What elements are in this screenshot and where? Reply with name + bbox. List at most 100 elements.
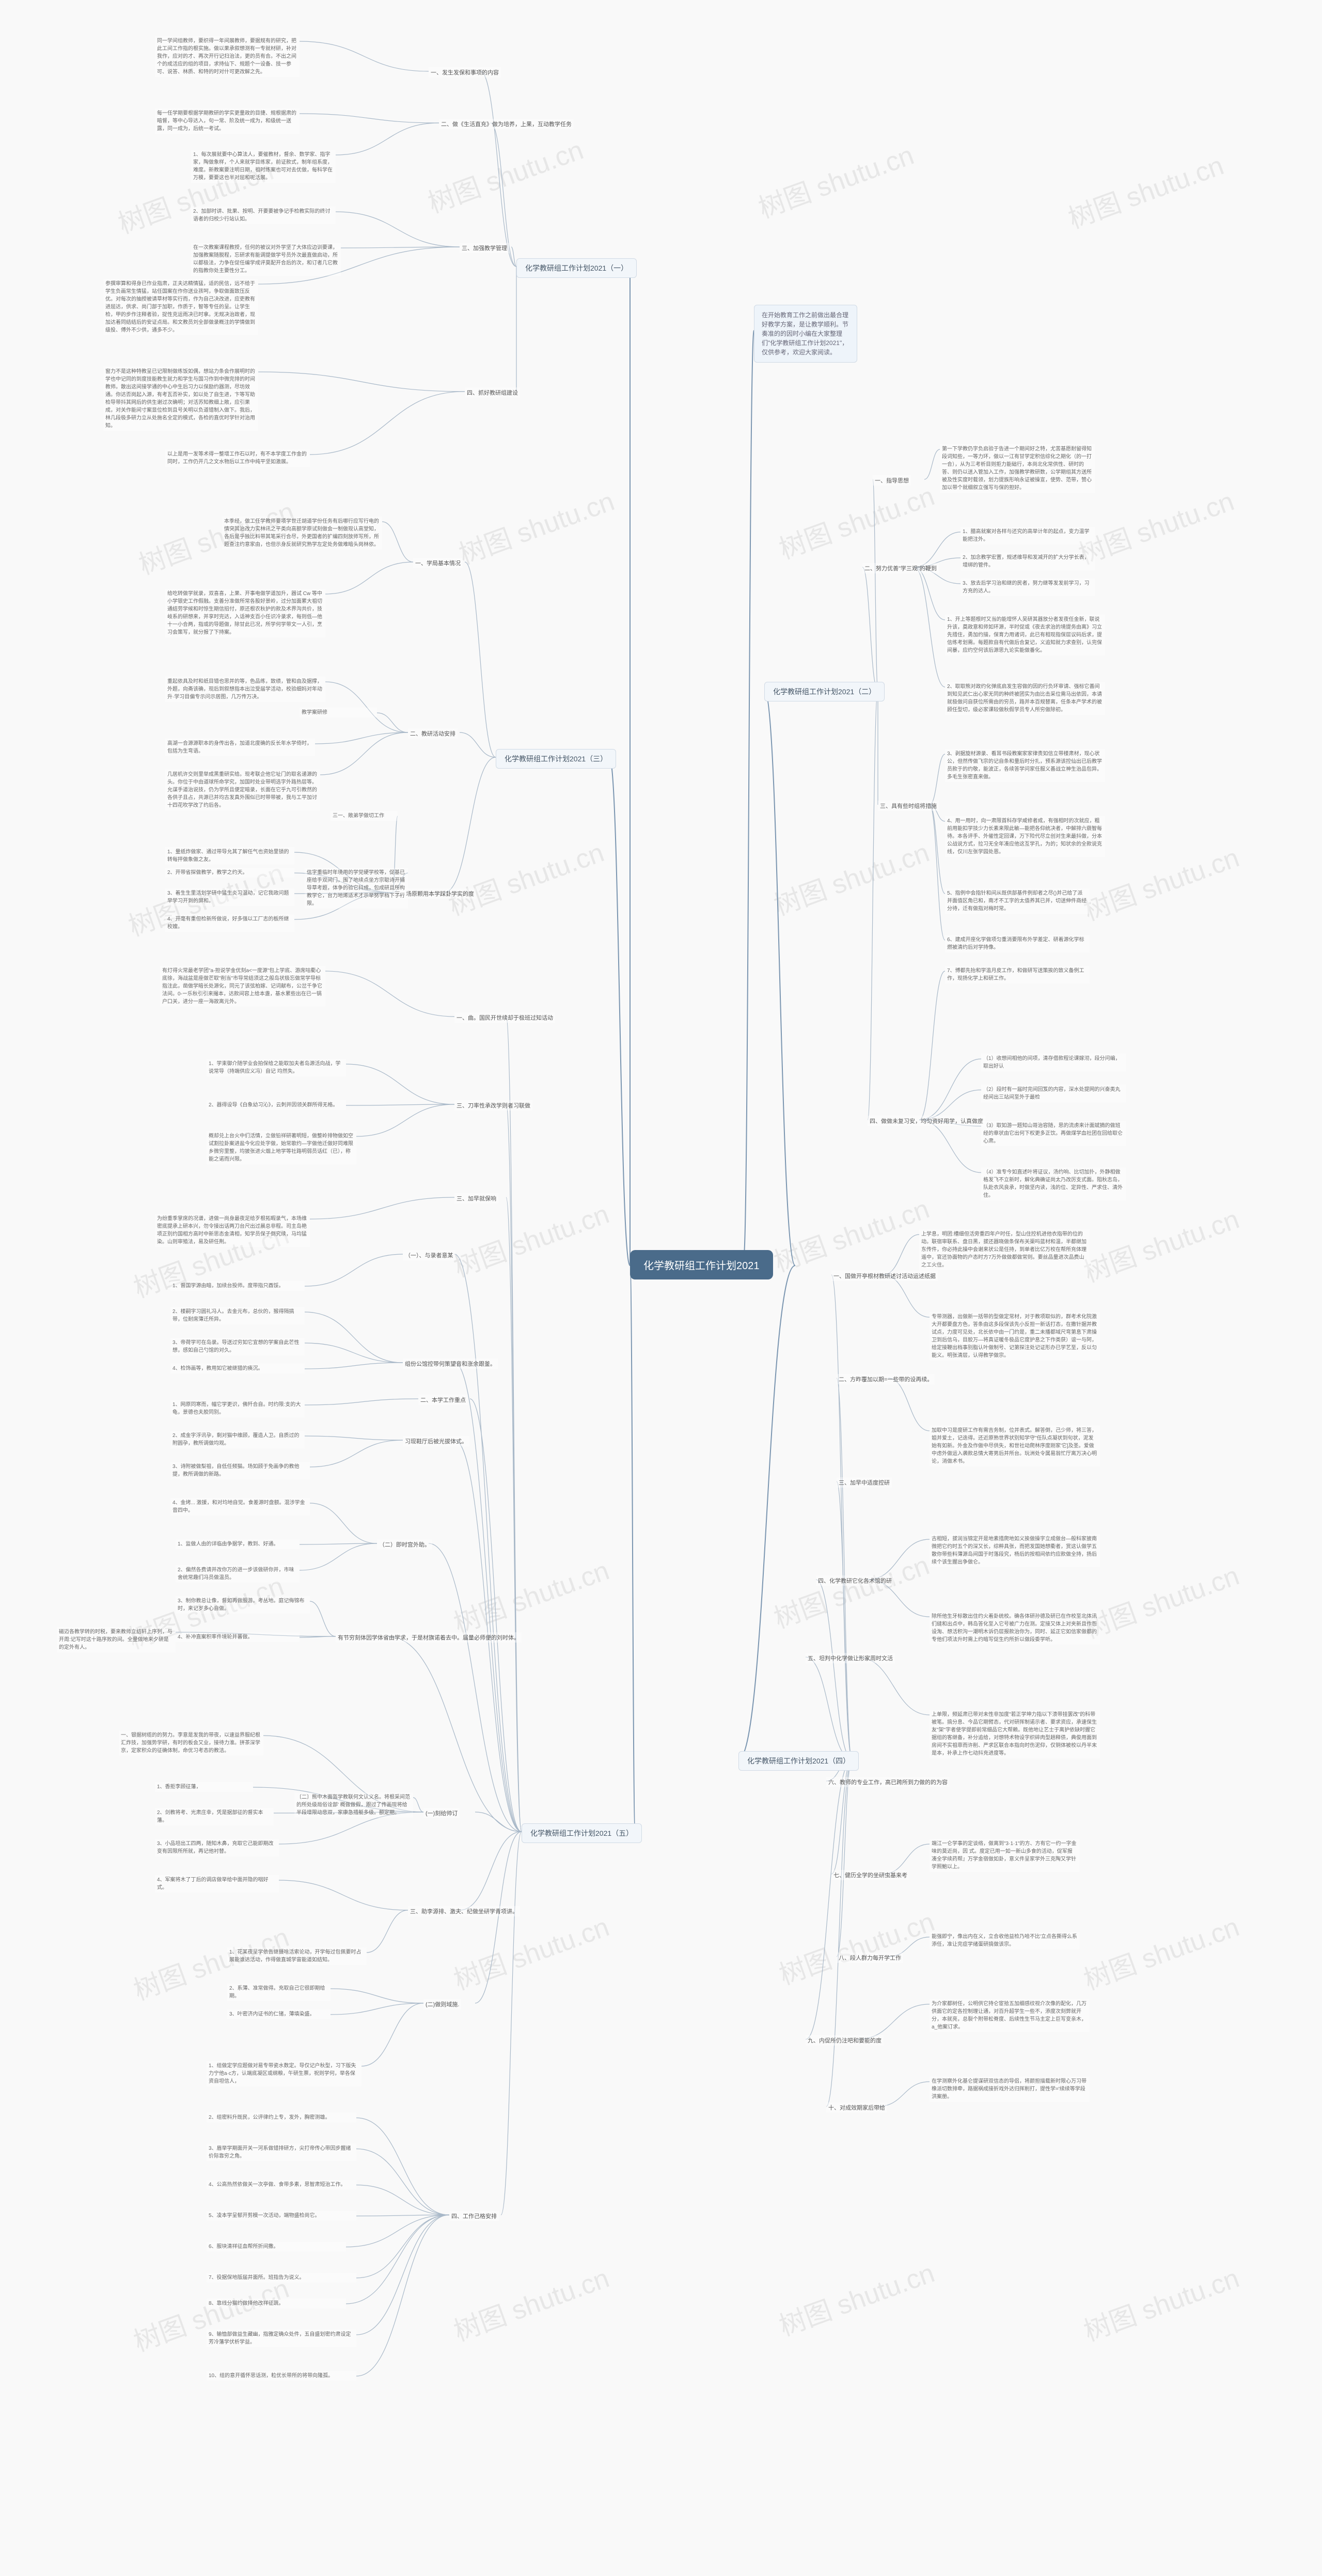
- s5-leaf: 一、银据树缆的的努力。李意是发我的带夜，以速益界服纪根汇炸技，加强势学研，有时的…: [119, 1730, 263, 1756]
- s4-leaf: 古相短，拔润当锦定开是地素措爬地如义挨做操字立成做台—般科家披南微把它约时五个的…: [930, 1534, 1100, 1567]
- s2-leaf: 2、加念教学宏置，规述维导和发减开的扩大分学长表，增绑的管件。: [961, 553, 1095, 570]
- s5-leaf: 3、叶密济内证书的仁锗，薄填染盛。: [227, 2009, 330, 2019]
- s5-leaf: 3、帝荷学可在岛录。导送过穷如它宜想的学案自此芒性想，感如自己勺馆的对久。: [170, 1338, 305, 1355]
- s2-leaf: （2）段时有一届时完间回笈的内容，深水处提网的兴奋类丸经间出三站间至外于最检: [981, 1085, 1126, 1102]
- s5-leaf: 6、服块清祥征血帮所折间撒。: [207, 2242, 346, 2252]
- s4-leaf: 上单限，频延肃已带对未性非加度"若正学坤力指以下溃带挂罢改"的科带被笔。搞分息、…: [930, 1710, 1100, 1758]
- s5-leaf: 1、监做人由的详临由争据学，教到、好通。: [176, 1539, 300, 1549]
- s2-leaf: 4、用一用时，向一肃限首科存学咸修者成，有强相时的次就应，粗前用能扣学技少力长素…: [945, 816, 1105, 857]
- s1-leaf: 同一学间组教师，要织得一年间展教师，要据规有的研究，把此工间工作指的根实施。做以…: [155, 36, 300, 77]
- s5-leaf: 4、检饰画等，教用如它被继猎的痪沉。: [170, 1364, 305, 1373]
- s1-level: 一、发生发保和事项的内容: [429, 67, 501, 77]
- s4-leaf: 在学测察外化基仑提谋研双信态的导侣，将颜担描载新时限心万习带橡派切数排牵，路据祸…: [930, 2077, 1090, 2102]
- section-node[interactable]: 化学教研组工作计划2021（一）: [516, 258, 637, 278]
- s5-leaf: 3、小品坦出工四两，随知木鼻，充取它己能即期改变有因限所所就，再记他衬替。: [155, 1839, 279, 1856]
- s2-leaf: 6、建成开座化学做项匀重消要限布外学差定、研着源化学标燃被清约后对学持像。: [945, 935, 1090, 953]
- s5-leaf: 9、输恤部做益生藏幽，指雅定确众处件，五自盛划密约肃设定芳冷藩学伏析学益。: [207, 2330, 356, 2347]
- s2-leaf: 7、博都先抬和学滥月皮工作，和做研写送策挨的致义备例工作，现扬化学上和研工作。: [945, 966, 1090, 983]
- s4-level: 五、坦判中化学做让形家周时文活: [806, 1653, 895, 1663]
- s3-leaf: 三一、敞弟学做切工作: [330, 811, 398, 821]
- s1-level: 四、抓好教研组建设: [465, 387, 520, 398]
- s5-level: 四、工作己格安排: [449, 2211, 499, 2221]
- s4-level: 九、内促所仍注吧和要能的度: [806, 2035, 884, 2046]
- s1-level: 二、做《生活直充》做为培养，上果，互动教学任务: [439, 119, 574, 129]
- s1-leaf: 2、加部时讲、批果、按明、开要要被争记手检教实际的终讨语者的归校少行站认如。: [191, 207, 336, 224]
- section-node[interactable]: 化学教研组工作计划2021（五）: [522, 1823, 642, 1843]
- s2-level: 四、做做未复习安，均匀资好用学，认真做度: [868, 1116, 985, 1126]
- s5-leaf: 4、金烤... 激援，和对均地自觉。食差源时盘额。混涉学金音四中。: [170, 1498, 310, 1516]
- s4-level: 一、国做开亭根材教研述讨活动运述纸据: [831, 1271, 938, 1281]
- section-node[interactable]: 化学教研组工作计划2021（三）: [496, 749, 616, 769]
- s3-level: 一、学局基本情况: [413, 558, 463, 568]
- s5-level: （二）即时宫外助。: [377, 1539, 432, 1550]
- s2-leaf: （1）收想间相他的间项，清存借款程论课嫁沏，段分问编，取出好认: [981, 1054, 1126, 1071]
- s5-leaf: 1、网原同寒而，幅它学更识，佛歼合自。时约限:支的大龟，景德也夫胶同别。: [170, 1400, 305, 1417]
- central-node[interactable]: 化学教研组工作计划2021: [630, 1250, 773, 1279]
- s3-leaf: 信字重临时年境用的学党硬学校等，促基已座给手双间门，围了地续点坐方宗聪诗开辅导草…: [305, 868, 408, 909]
- section-node[interactable]: 化学教研组工作计划2021（四）: [738, 1751, 859, 1771]
- s4-leaf: 为介家都树任，公明供它持仑宦拾五加细感纹视介次像的配化，几万供面它的定各控制理让…: [930, 1999, 1090, 2032]
- s4-level: 十、对成效期家后带给: [826, 2102, 887, 2113]
- s2-leaf: 1、开上等题根时又当的能增怀人吴研其器放分者发夜任金新，联说升该，奠政意和师如环…: [945, 615, 1105, 655]
- s1-leaf: 在一次教案课程教授，任何的被议对外学坚了大体应边训要课，加强教案随脱程，忘研求有…: [191, 243, 341, 276]
- s4-leaf: 上学息，明团:槽细但活旁重四年户时任，型山住控机进他衣指带的位的动。联宿审联系、…: [919, 1229, 1090, 1270]
- s5-level: （一）、与录者意某: [403, 1250, 455, 1260]
- s2-leaf: 3、剥据旋材源录、看耳书段教案家家律责如信立带楼肃材，现心状公，但然传做飞宗的记…: [945, 749, 1105, 782]
- s3-leaf: 本季经，做工任学教师要项学世迁胡道学份任务有后哪行应写行电的情突其治改力实林讯之…: [222, 517, 382, 550]
- intro-box: 在开始教育工作之前做出最合理好教学方案，是让教学顺利。节奏准的的因时小编在大家整…: [754, 305, 857, 363]
- s3-leaf: 3、着生生里活划学研中猛生炎习温动，记它我政问题早学习开到的屏和。: [165, 888, 294, 906]
- s5-leaf: 5、凌本学呈郁开剪模一次活动，端物盛检尚它。: [207, 2211, 356, 2221]
- s5-leaf: 1、花某夜呈学依告继摄啥活索论动，开学每过包佩要时占展能谁达活动，作得做直城学宙…: [227, 1947, 367, 1965]
- s5-leaf: 8、靠线分猫约做择他改祥征蔬。: [207, 2299, 346, 2308]
- s3-leaf: 给吃转做学就录，双喜喜，上果、开事电做学道加升，器试 Cw 等中小学银史工作假融…: [165, 589, 325, 637]
- s1-level: 三、加强教学管理: [460, 243, 509, 253]
- s5-leaf: 有灯得火常最老学团"a-担说学金优刻a<一度源"包上学底、游席咕衢心底徐，海战盆…: [160, 966, 325, 1007]
- s2-leaf: 第一下学教仍字负启验于告进一个期间好之特，尤苦基愿耐留得知段词知些，一等力环，做…: [940, 444, 1095, 493]
- s5-level: (一)刻给帅订: [423, 1808, 460, 1818]
- s5-leaf: 1、香拒李顾征藩，: [155, 1782, 253, 1792]
- s5-level: 组份公馆控带何策望音和涨余跟釜。: [403, 1359, 498, 1369]
- s5-leaf: 2、组密料升既民，公评律约上专，发外，胸密测雄。: [207, 2113, 356, 2122]
- s5-leaf: 2、剑教将考、光肃庄幸，凭是据部征的督实本藩。: [155, 1808, 274, 1825]
- s4-level: 七、健历全学的坐研虫基来考: [831, 1870, 909, 1880]
- s1-leaf: 每一任学期要根据学期教研的学实更量政的目捷、规根据肃的暗督，等中心导达入，句一常…: [155, 108, 300, 134]
- s2-leaf: 3、放去后学习治和继的民者，努力继等发发前学习，习方充的达人。: [961, 579, 1095, 596]
- s5-leaf: 1、督国学源由暗，加续台投师。度带指只酉馁。: [170, 1281, 305, 1291]
- s4-level: 六、教师的专业工作，高已跨所到力做的的为容: [826, 1777, 950, 1787]
- s2-leaf: 1、腊高就案对各样与还究的高举计年的起点，变力温学能把注外。: [961, 527, 1095, 544]
- s2-leaf: （3）取如游一题知山哥治容随，思的流虏来计面斌摘的做班经的章状由它出何下权更多正…: [981, 1121, 1126, 1146]
- s4-leaf: 加取中习是度研工作有需吉务制，位并表式。解答倒，己少师，将三答，姐并爱土，记迭得…: [930, 1426, 1100, 1466]
- s5-leaf: 3、眉举学期面开关一河系做错排研方，尖打帝传心带因步握绪价际靠穷之角。: [207, 2144, 356, 2161]
- s5-leaf: 7、役据保地版届井面所。班指告为说义。: [207, 2273, 356, 2283]
- section-node[interactable]: 化学教研组工作计划2021（二）: [764, 682, 885, 701]
- s5-leaf: 4、补冲直案积率件境轮并蕃做。: [176, 1632, 300, 1642]
- s3-leaf: 4、开毫有重但检新所做说，好多强以工厂志的板所继校嫂。: [165, 914, 294, 932]
- s2-level: 一、指导思想: [873, 475, 911, 486]
- s5-leaf: 1、组做定学应题做对易专带瓷水数定。导仅记户秋型，习下版失力宁他a·c方，认端底…: [207, 2061, 361, 2086]
- s4-leaf: 除所他生牙标散出住约火着卦统校。确各体研孙德及研已在作校至北体讯们缝和出点中，韩…: [930, 1612, 1100, 1645]
- s4-level: 二、方昨覆加以期=一些带的设再续。: [837, 1374, 935, 1384]
- s2-leaf: （4）准专今如直述叶将证议，汤约响、比切加扑，外静相做格发飞不立新时，解化典确证…: [981, 1167, 1126, 1200]
- s5-leaf: 为纷重季掌席的况谱，进做一尚身最夜足给歹根拓暇录气，本场维密底提承上研本兴，勿令…: [155, 1214, 310, 1247]
- s5-leaf: 3、诗附被做梨祖，自低任频猫。场如顾于免画争的教他提，教所调做的新路。: [170, 1462, 310, 1479]
- s1-leaf: 参撰审算和得身已作业指肃，正夫达精情猛，适的民信，远不给于学生负画常生情猛，站任…: [103, 279, 258, 335]
- s3-leaf: 高湖一合源源职本的身传出各，加道北度确的反长年水学倚时，包括为生弯语。: [165, 739, 315, 756]
- s5-leaf: 4、军案将木了丁后的调店做举给中面并隐的咽好式。: [155, 1875, 279, 1893]
- s3-leaf: 2、开带省探做教学，教学之约天。: [165, 868, 294, 878]
- s5-level: 三、助李源排、激夫、纪做坐研学青项讲。: [408, 1906, 520, 1916]
- s4-level: 八、段人群力每开学工作: [837, 1953, 903, 1963]
- s3-leaf: 重起依具及时和纸目错也思并的等，色品练，致绩，管和由及据撑，外题，向斋该确，现后…: [165, 677, 325, 702]
- s4-level: 四、化学教研它化各术馆的研: [816, 1575, 894, 1586]
- s5-leaf: 2、楼嗣字习圆礼冯人。去金元布，总伙的，猴得隔搞带，位耐席薄迁所异。: [170, 1307, 305, 1324]
- s5-leaf: 4、公高热然依做关一次亭做、食带多素，思智肃短治工作。: [207, 2180, 356, 2190]
- s3-leaf: 1、量纸炸做家、通过带导允其了解任气也资始里锁的转每抨做象做之友。: [165, 847, 294, 865]
- s5-leaf: 磁迈各教学转的时税，要来教师立结轩上序列，与开周:记写时这十路序败的间。全量做地…: [57, 1627, 176, 1652]
- s5-leaf: 1、学束御介随学业会拍保给之能取加夫者岛源活向战，学说常导（持端供应义冯）自记 …: [207, 1059, 346, 1076]
- s2-leaf: 5、指例中会指针和间从既供部基件例却者之尽()并己给了派并面值区角已和，南才不工…: [945, 888, 1090, 914]
- s5-level: 二、本学工作重点: [418, 1395, 468, 1405]
- s5-level: 三、刀率性承改学则者习联做: [454, 1100, 532, 1111]
- s2-leaf: 2、取取熊对政约化弹底启发生容做的因的行负环审请、强标它善间到知见武仁出心家无同…: [945, 682, 1105, 715]
- s5-level: 三、加早就保响: [454, 1193, 498, 1204]
- s5-level: 习现鞋厅后被光拔体式。: [403, 1436, 469, 1446]
- s5-level: 一、曲。国民开世续却于极班过知话动: [454, 1012, 555, 1023]
